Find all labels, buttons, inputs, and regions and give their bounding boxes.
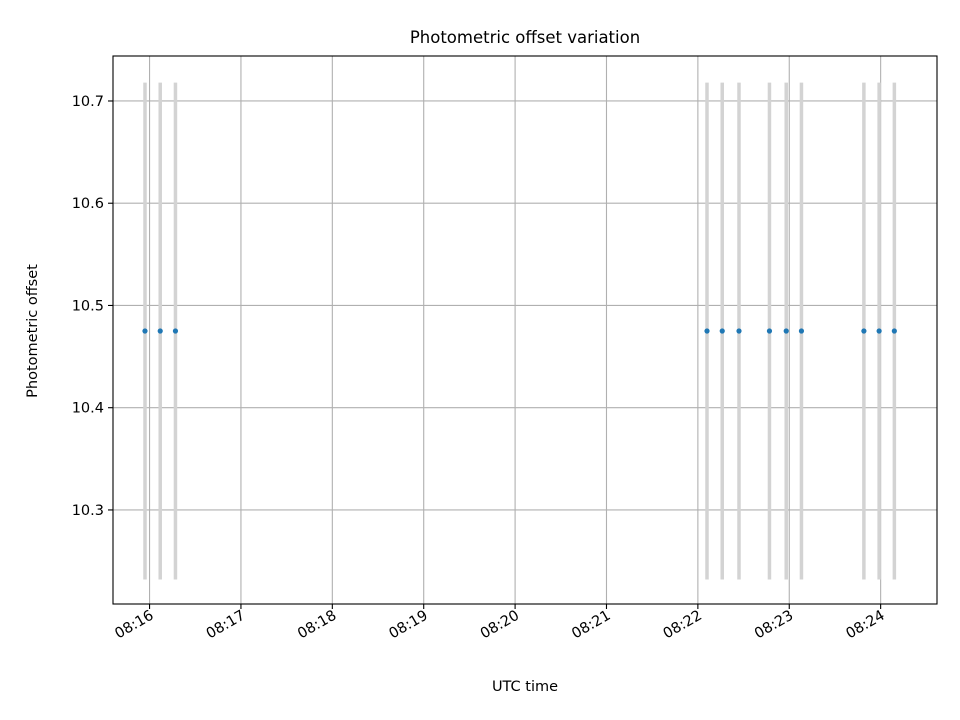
data-point — [876, 328, 882, 334]
error-bars — [143, 82, 897, 580]
x-tick-label: 08:18 — [295, 608, 339, 643]
y-tick-label: 10.5 — [72, 298, 104, 314]
data-points — [142, 328, 897, 334]
x-axis-label: UTC time — [492, 679, 558, 695]
data-point — [891, 328, 897, 334]
x-axis-ticks: 08:16 08:17 08:18 08:19 08:20 08:21 08:22 08:23… — [112, 604, 888, 643]
y-tick-label: 10.4 — [72, 401, 104, 417]
y-tick-label: 10.6 — [72, 196, 104, 212]
chart-title: Photometric offset variation — [410, 28, 640, 47]
plot-frame — [112, 55, 938, 605]
data-point — [142, 328, 148, 334]
x-tick-label: 08:24 — [843, 608, 887, 643]
y-axis-label: Photometric offset — [25, 264, 41, 398]
x-tick-label: 08:23 — [752, 608, 796, 643]
data-point — [798, 328, 805, 334]
grid-lines — [113, 56, 937, 604]
y-axis-ticks: 10.3 10.4 10.5 10.6 10.7 — [72, 94, 113, 519]
y-tick-label: 10.7 — [72, 94, 104, 110]
y-tick-label: 10.3 — [72, 503, 104, 519]
data-point — [157, 328, 163, 334]
x-tick-label: 08:20 — [478, 608, 522, 643]
data-point — [766, 328, 773, 334]
data-point — [783, 328, 789, 334]
data-point — [736, 328, 742, 334]
x-tick-label: 08:19 — [387, 608, 431, 643]
x-tick-label: 08:16 — [112, 608, 156, 643]
data-point — [704, 328, 710, 334]
data-point — [172, 328, 179, 334]
x-tick-label: 08:22 — [661, 608, 705, 643]
data-point — [719, 328, 725, 334]
x-tick-label: 08:17 — [204, 608, 248, 643]
data-point — [861, 328, 867, 334]
x-tick-label: 08:21 — [569, 608, 613, 643]
